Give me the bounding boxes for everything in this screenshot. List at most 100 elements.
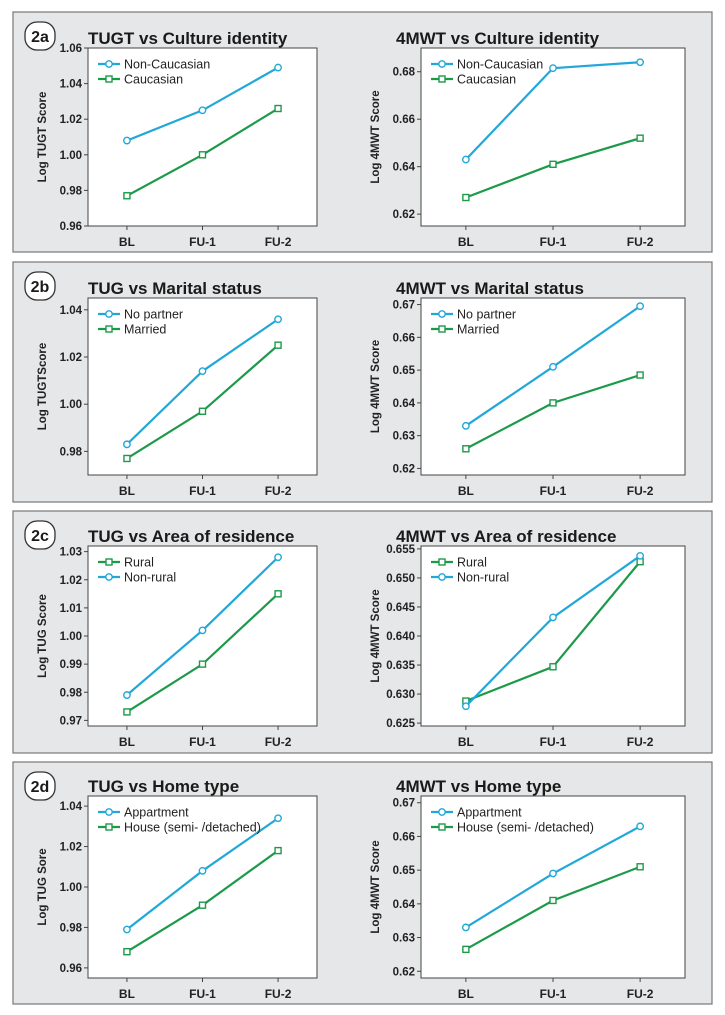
- chart: TUG vs Area of residence 0.97 0.98 0.99 1.00…: [37, 527, 318, 749]
- x-tick-label: FU-1: [189, 484, 216, 498]
- y-tick-label: 0.62: [393, 209, 415, 221]
- x-tick-label: BL: [119, 987, 135, 1001]
- legend-marker: [438, 823, 446, 831]
- legend-marker: [105, 573, 113, 581]
- data-point: [274, 315, 282, 324]
- data-point: [549, 362, 557, 371]
- x-tick-label: FU-1: [540, 235, 567, 249]
- y-tick-label: 1.00: [60, 150, 82, 162]
- x-tick-label: FU-1: [540, 987, 567, 1001]
- legend-marker: [438, 325, 446, 333]
- data-point: [198, 407, 207, 415]
- legend-label: Appartment: [457, 806, 522, 820]
- data-point: [274, 553, 282, 562]
- plot-area: [87, 47, 318, 227]
- y-tick-label: 1.00: [60, 882, 82, 894]
- data-point: [123, 454, 131, 463]
- y-tick-label: 0.640: [386, 631, 415, 643]
- legend-label: Married: [124, 323, 166, 337]
- chart-title: TUG vs Home type: [88, 777, 239, 796]
- x-tick-label: FU-2: [265, 235, 292, 249]
- chart-title: 4MWT vs Marital status: [396, 279, 584, 298]
- y-tick-label: 1.04: [60, 801, 83, 813]
- data-point: [274, 846, 282, 855]
- legend-label: Non-rural: [124, 571, 176, 585]
- legend-marker: [438, 558, 446, 566]
- data-point: [549, 869, 557, 878]
- y-tick-label: 0.630: [386, 689, 415, 701]
- y-tick-label: 0.96: [60, 221, 82, 233]
- x-tick-label: FU-2: [265, 484, 292, 498]
- legend-marker: [438, 808, 446, 816]
- legend-marker: [105, 808, 113, 816]
- data-point: [549, 896, 557, 905]
- y-axis-label: Log TUG Sore: [37, 848, 49, 925]
- data-point: [462, 445, 470, 453]
- chart-title: TUG vs Marital status: [88, 279, 262, 298]
- data-point: [123, 136, 131, 145]
- x-tick-label: BL: [458, 235, 474, 249]
- legend-marker: [105, 75, 113, 83]
- panel-label: 2c: [31, 528, 49, 545]
- y-tick-label: 1.03: [60, 547, 82, 559]
- y-tick-label: 1.00: [60, 631, 82, 643]
- plot-area: [87, 545, 318, 727]
- legend-label: No partner: [457, 308, 516, 322]
- y-tick-label: 0.625: [386, 718, 415, 730]
- panel-badge: 2a: [24, 21, 56, 51]
- plot-area: [87, 297, 318, 476]
- data-point: [198, 660, 207, 668]
- y-axis-label: Log 4MWT Score: [370, 589, 382, 682]
- y-tick-label: 0.67: [393, 798, 415, 810]
- y-axis-label: Log 4MWT Score: [370, 840, 382, 933]
- data-point: [461, 923, 470, 932]
- y-tick-label: 0.66: [393, 332, 415, 344]
- y-tick-label: 0.655: [386, 544, 415, 556]
- chart-title: TUGT vs Culture identity: [88, 29, 288, 48]
- data-point: [274, 63, 282, 72]
- x-tick-label: BL: [458, 735, 474, 749]
- y-tick-label: 0.98: [60, 446, 83, 458]
- panel-label: 2d: [31, 779, 50, 796]
- data-point: [549, 64, 557, 73]
- x-tick-label: BL: [458, 987, 474, 1001]
- y-tick-label: 1.04: [60, 305, 83, 317]
- legend-label: Appartment: [124, 806, 189, 820]
- data-point: [198, 866, 207, 875]
- y-tick-label: 0.68: [393, 67, 416, 79]
- data-point: [549, 399, 557, 407]
- y-tick-label: 1.02: [60, 842, 82, 854]
- y-tick-label: 1.02: [60, 575, 82, 587]
- y-tick-label: 0.66: [393, 831, 415, 843]
- legend-label: Non-Caucasian: [124, 58, 210, 72]
- legend-label: Non-Caucasian: [457, 58, 543, 72]
- y-axis-label: Log TUGT Score: [37, 92, 49, 183]
- data-point: [636, 551, 645, 560]
- x-tick-label: FU-2: [627, 987, 654, 1001]
- legend-label: No partner: [124, 308, 183, 322]
- y-tick-label: 0.65: [393, 365, 416, 377]
- data-point: [123, 440, 131, 449]
- y-tick-label: 0.62: [393, 966, 415, 978]
- data-point: [198, 367, 207, 376]
- y-tick-label: 0.98: [60, 687, 83, 699]
- data-point: [636, 58, 645, 67]
- data-point: [123, 925, 131, 934]
- panel-badge-frame: [24, 520, 56, 550]
- data-point: [461, 155, 470, 164]
- chart: 4MWT vs Home type 0.62 0.63 0.64 0.65 0.66 0.6…: [370, 777, 686, 1001]
- legend-marker: [438, 75, 446, 83]
- panel-badge-frame: [24, 771, 56, 801]
- panel-label: 2b: [31, 279, 50, 296]
- panel-badge-frame: [24, 21, 56, 51]
- chart: TUG vs Home type 0.96 0.98 1.00 1.02 1.04 BL FU…: [37, 777, 318, 1001]
- plot-area: [87, 795, 318, 979]
- data-point: [198, 151, 207, 159]
- y-tick-label: 1.04: [60, 79, 83, 91]
- chart-title: TUG vs Area of residence: [88, 527, 294, 546]
- data-point: [123, 691, 131, 699]
- plot-area: [420, 545, 686, 727]
- data-point: [274, 104, 282, 113]
- data-point: [462, 945, 470, 954]
